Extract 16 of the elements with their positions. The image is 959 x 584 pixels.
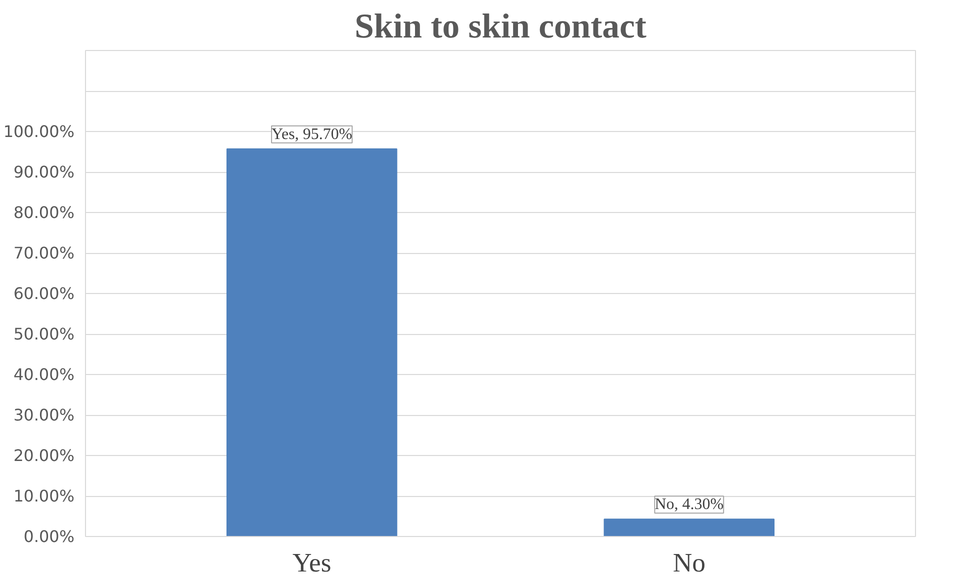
x-tick-label: No	[672, 548, 706, 578]
chart-title: Skin to skin contact	[354, 8, 647, 46]
y-tick-label: 50.00%	[13, 324, 75, 344]
y-tick-label: 90.00%	[13, 162, 75, 182]
y-tick-label: 70.00%	[13, 244, 75, 262]
y-tick-label: 40.00%	[13, 365, 75, 384]
y-tick-label: 20.00%	[13, 446, 75, 465]
y-tick-label: 80.00%	[13, 203, 75, 222]
data-label: Yes, 95.70%	[272, 126, 352, 143]
y-tick-label: 30.00%	[13, 406, 75, 424]
x-tick-label: Yes	[292, 548, 332, 578]
y-tick-label: 100.00%	[3, 122, 74, 141]
y-tick-label: 10.00%	[13, 486, 75, 506]
data-label: No, 4.30%	[654, 496, 724, 514]
y-tick-label: 60.00%	[13, 284, 75, 303]
y-tick-label: 0.00%	[24, 527, 74, 546]
